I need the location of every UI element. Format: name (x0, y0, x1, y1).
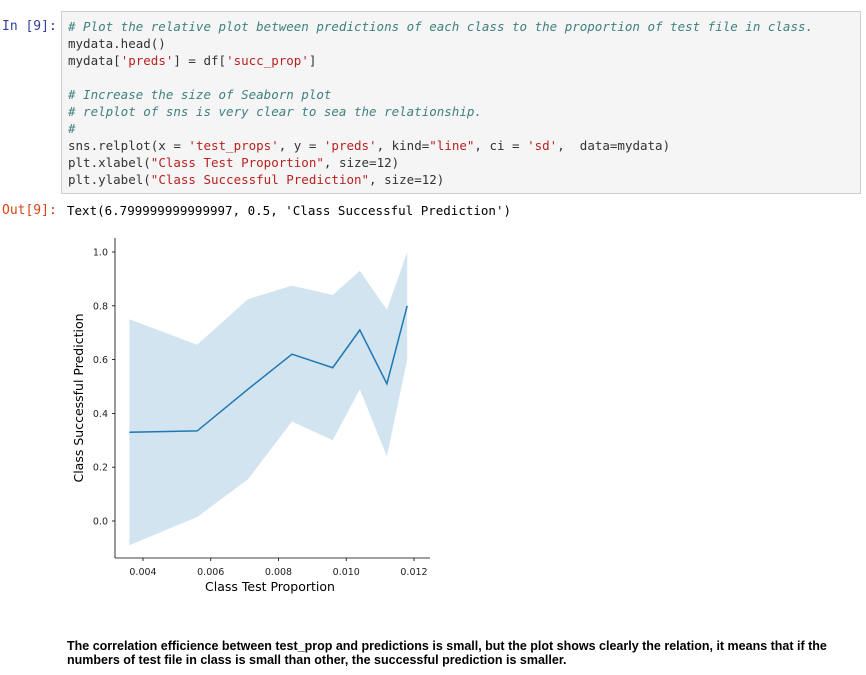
series-line (129, 305, 408, 433)
code-line: # Plot the relative plot between predict… (68, 19, 814, 34)
output-text: Text(6.799999999999997, 0.5, 'Class Succ… (67, 203, 512, 218)
code-line: # Increase the size of Seaborn plot (68, 87, 332, 102)
y-tick-label: 0.6 (93, 355, 108, 366)
code-line: mydata['preds'] = df['succ_prop'] (68, 53, 317, 68)
code-line: plt.xlabel("Class Test Proportion", size… (68, 155, 400, 170)
y-axis-label: Class Successful Prediction (71, 313, 86, 482)
x-tick-label: 0.008 (265, 567, 292, 578)
x-tick-label: 0.012 (400, 567, 427, 578)
y-tick-label: 0.8 (93, 301, 108, 312)
y-tick-label: 1.0 (93, 248, 108, 259)
confidence-band (129, 252, 408, 546)
x-tick-label: 0.006 (197, 567, 224, 578)
code-line: # relplot of sns is very clear to sea th… (68, 104, 482, 119)
input-prompt: In [9]: (2, 19, 57, 34)
x-tick-label: 0.010 (333, 567, 360, 578)
x-axis-label: Class Test Proportion (205, 579, 335, 594)
y-tick-label: 0.0 (93, 517, 108, 528)
y-tick-label: 0.2 (93, 463, 108, 474)
code-line: # (68, 121, 76, 136)
code-line: mydata.head() (68, 36, 166, 51)
y-tick-label: 0.4 (93, 409, 108, 420)
x-tick-label: 0.004 (129, 567, 156, 578)
markdown-note: The correlation efficience between test_… (67, 639, 827, 667)
code-cell[interactable]: # Plot the relative plot between predict… (61, 11, 861, 194)
code-line: sns.relplot(x = 'test_props', y = 'preds… (68, 138, 671, 153)
output-prompt: Out[9]: (2, 203, 57, 218)
code-line: plt.ylabel("Class Successful Prediction"… (68, 172, 445, 187)
